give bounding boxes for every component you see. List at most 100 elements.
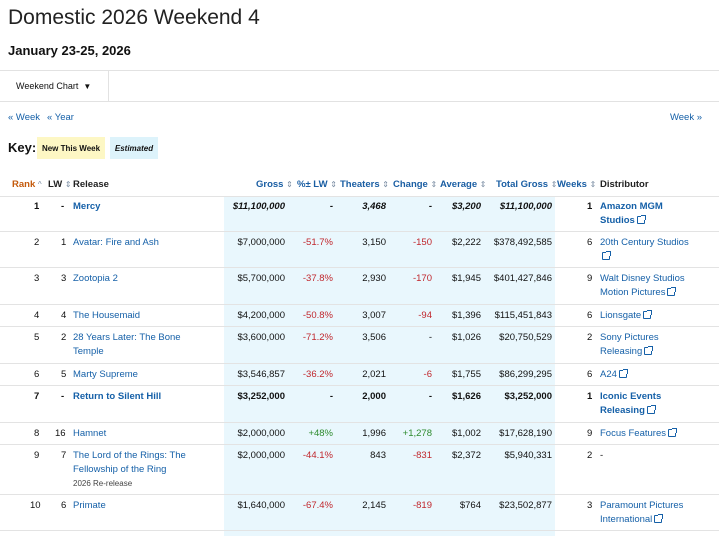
distributor-name: Walt Disney Studios: [600, 273, 685, 284]
total-gross: $23,502,877: [499, 500, 552, 511]
distributor-link[interactable]: Studios: [600, 215, 646, 226]
col-average[interactable]: Average ⇕: [440, 179, 487, 190]
prev-week-link[interactable]: « Week: [8, 112, 41, 123]
total-gross: $11,100,000: [499, 201, 552, 212]
col-theaters-label: Theaters: [340, 179, 380, 190]
release-link-cont[interactable]: Temple: [73, 346, 104, 357]
theaters: 3,468: [362, 201, 386, 212]
release-link[interactable]: Primate: [73, 500, 106, 511]
distributor-link[interactable]: 20th Century Studios: [600, 237, 689, 248]
last-week: 7: [61, 450, 67, 461]
pct-lw: -50.8%: [302, 310, 333, 321]
average: $764: [459, 500, 481, 511]
release-link[interactable]: Zootopia 2: [73, 273, 118, 284]
last-week: 16: [55, 428, 66, 439]
distributor-link[interactable]: Motion Pictures: [600, 287, 677, 298]
rank: 5: [34, 332, 40, 343]
row-divider: [0, 530, 719, 531]
row-divider: [0, 196, 719, 197]
weekend-chart-dropdown[interactable]: Weekend Chart ▼: [0, 71, 109, 101]
sort-icon: ⇕: [64, 180, 72, 189]
weeks: 9: [587, 428, 593, 439]
weeks: 6: [587, 369, 593, 380]
distributor-link[interactable]: A24: [600, 369, 628, 380]
release-link[interactable]: Avatar: Fire and Ash: [73, 237, 159, 248]
change: -831: [412, 450, 432, 461]
release-link[interactable]: The Housemaid: [73, 310, 141, 321]
weeks: 2: [587, 332, 593, 343]
release-link[interactable]: The Lord of the Rings: The: [73, 450, 186, 461]
average: $1,396: [451, 310, 481, 321]
col-change[interactable]: Change ⇕: [393, 179, 437, 190]
dropdown-label: Weekend Chart: [16, 81, 79, 91]
theaters: 843: [370, 450, 386, 461]
release-link[interactable]: 28 Years Later: The Bone: [73, 332, 181, 343]
distributor-name-cont: Releasing: [600, 346, 643, 357]
col-rank[interactable]: Rank ^: [12, 179, 42, 190]
pct-lw: -: [329, 391, 333, 402]
col-pct-lw[interactable]: %± LW ⇕: [297, 179, 337, 190]
total-gross: $3,252,000: [504, 391, 552, 402]
change: -819: [412, 500, 432, 511]
change: -: [428, 391, 432, 402]
col-distributor[interactable]: Distributor: [600, 179, 649, 190]
average: $3,200: [451, 201, 481, 212]
col-theaters[interactable]: Theaters ⇕: [340, 179, 389, 190]
row-divider: [0, 231, 719, 232]
average: $2,372: [451, 450, 481, 461]
weeks: 1: [587, 391, 593, 402]
average: $1,945: [451, 273, 481, 284]
theaters: 2,930: [362, 273, 386, 284]
col-lw[interactable]: LW ⇕: [48, 179, 72, 190]
rank: 8: [34, 428, 40, 439]
distributor-link[interactable]: Paramount Pictures: [600, 500, 683, 511]
distributor-link[interactable]: Iconic Events: [600, 391, 661, 402]
rank: 2: [34, 237, 40, 248]
distributor-link[interactable]: Walt Disney Studios: [600, 273, 685, 284]
distributor-link[interactable]: Releasing: [600, 405, 656, 416]
last-week: 3: [61, 273, 67, 284]
distributor-link[interactable]: Lionsgate: [600, 310, 653, 321]
sort-icon: ⇕: [430, 180, 438, 189]
pct-lw: -36.2%: [302, 369, 333, 380]
distributor-link[interactable]: Amazon MGM: [600, 201, 663, 212]
col-gross[interactable]: Gross ⇕: [256, 179, 293, 190]
weeks: 2: [587, 450, 593, 461]
release-link[interactable]: Marty Supreme: [73, 369, 138, 380]
total-gross: $401,427,846: [493, 273, 552, 284]
rank: 9: [34, 450, 40, 461]
release-link-cont[interactable]: Fellowship of the Ring: [73, 464, 167, 475]
gross: $1,640,000: [237, 500, 285, 511]
date-range: January 23-25, 2026: [8, 43, 131, 58]
row-divider: [0, 363, 719, 364]
rank: 7: [34, 391, 40, 402]
row-divider: [0, 326, 719, 327]
next-week-link[interactable]: Week »: [669, 112, 702, 123]
pct-lw: +48%: [308, 428, 333, 439]
col-gross-label: Gross: [256, 179, 284, 190]
release-link[interactable]: Hamnet: [73, 428, 107, 439]
col-rank-label: Rank: [12, 179, 36, 190]
release-link[interactable]: Mercy: [73, 201, 101, 212]
distributor-link[interactable]: International: [600, 514, 664, 525]
distributor-link[interactable]: Focus Features: [600, 428, 677, 439]
distributor-name-cont: Releasing: [600, 405, 645, 416]
col-pct-lw-label: %± LW: [297, 179, 328, 190]
prev-year-link[interactable]: « Year: [47, 112, 74, 123]
page-title: Domestic 2026 Weekend 4: [8, 6, 260, 29]
col-weeks[interactable]: Weeks ⇕: [557, 179, 596, 190]
gross: $2,000,000: [237, 428, 285, 439]
rank: 10: [30, 500, 41, 511]
theaters: 3,150: [362, 237, 386, 248]
distributor-link[interactable]: Releasing: [600, 346, 654, 357]
col-release[interactable]: Release: [73, 179, 109, 190]
distributor-name: Focus Features: [600, 428, 666, 439]
external-link-icon: [654, 514, 664, 523]
average: $2,222: [451, 237, 481, 248]
last-week: -: [61, 201, 65, 212]
distributor-link[interactable]: Sony Pictures: [600, 332, 659, 343]
release-link[interactable]: Return to Silent Hill: [73, 391, 162, 402]
col-total-gross[interactable]: Total Gross ⇕: [496, 179, 557, 190]
change: -: [428, 201, 432, 212]
distributor-external-link[interactable]: [600, 251, 611, 262]
